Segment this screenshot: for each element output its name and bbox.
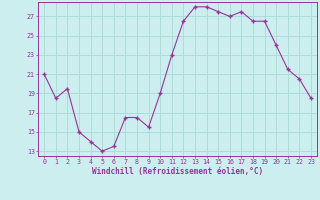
X-axis label: Windchill (Refroidissement éolien,°C): Windchill (Refroidissement éolien,°C) (92, 167, 263, 176)
